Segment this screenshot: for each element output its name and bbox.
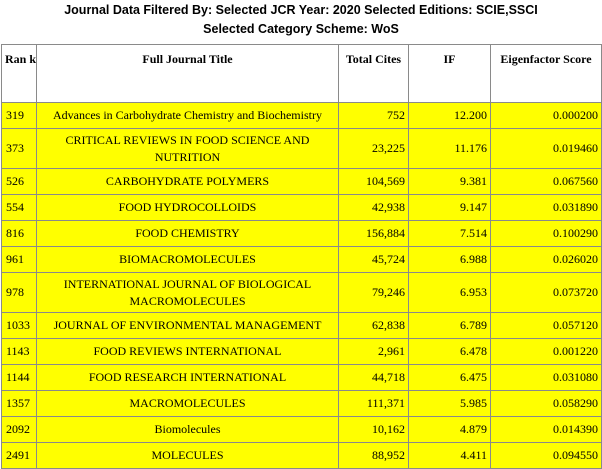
journal-title-cell: CARBOHYDRATE POLYMERS [36,168,339,195]
eigenfactor-cell: 0.094550 [490,442,602,469]
eigenfactor-cell: 0.058290 [490,390,602,417]
journal-title-cell: FOOD CHEMISTRY [36,220,339,247]
impact-factor-cell: 4.411 [408,442,491,469]
journal-title-cell: MACROMOLECULES [36,390,339,417]
rank-cell: 2092 [1,416,37,443]
journal-title-cell: Advances in Carbohydrate Chemistry and B… [36,102,339,129]
total-cites-cell: 111,371 [338,390,409,417]
table-row[interactable]: 319 Advances in Carbohydrate Chemistry a… [1,102,602,129]
eigenfactor-cell: 0.031890 [490,194,602,221]
journal-title-cell: FOOD RESEARCH INTERNATIONAL [36,364,339,391]
filter-description: Journal Data Filtered By: Selected JCR Y… [64,3,538,17]
column-header-eigenfactor[interactable]: Eigenfactor Score [490,44,602,103]
category-scheme: Selected Category Scheme: WoS [203,22,399,36]
impact-factor-cell: 6.953 [408,272,491,313]
impact-factor-cell: 6.475 [408,364,491,391]
journal-title-cell: FOOD REVIEWS INTERNATIONAL [36,338,339,365]
impact-factor-cell: 5.985 [408,390,491,417]
journal-title-cell: FOOD HYDROCOLLOIDS [36,194,339,221]
impact-factor-cell: 9.147 [408,194,491,221]
total-cites-cell: 2,961 [338,338,409,365]
eigenfactor-cell: 0.026020 [490,246,602,273]
total-cites-cell: 79,246 [338,272,409,313]
rank-cell: 373 [1,128,37,169]
total-cites-cell: 10,162 [338,416,409,443]
table-row[interactable]: 961 BIOMACROMOLECULES 45,724 6.988 0.026… [1,246,602,273]
table-row[interactable]: 1144 FOOD RESEARCH INTERNATIONAL 44,718 … [1,364,602,391]
table-row[interactable]: 373 CRITICAL REVIEWS IN FOOD SCIENCE AND… [1,128,602,169]
impact-factor-cell: 6.478 [408,338,491,365]
eigenfactor-cell: 0.100290 [490,220,602,247]
eigenfactor-cell: 0.019460 [490,128,602,169]
rank-cell: 1143 [1,338,37,365]
eigenfactor-cell: 0.014390 [490,416,602,443]
rank-cell: 1033 [1,312,37,339]
column-header-title[interactable]: Full Journal Title [36,44,339,103]
journal-title-cell: BIOMACROMOLECULES [36,246,339,273]
table-header-row: Ran k Full Journal Title Total Cites IF … [1,44,602,103]
eigenfactor-cell: 0.073720 [490,272,602,313]
journal-title-cell: JOURNAL OF ENVIRONMENTAL MANAGEMENT [36,312,339,339]
total-cites-cell: 45,724 [338,246,409,273]
table-row[interactable]: 1357 MACROMOLECULES 111,371 5.985 0.0582… [1,390,602,417]
table-row[interactable]: 2092 Biomolecules 10,162 4.879 0.014390 [1,416,602,443]
filter-header: Journal Data Filtered By: Selected JCR Y… [0,0,602,44]
rank-cell: 961 [1,246,37,273]
rank-cell: 1357 [1,390,37,417]
total-cites-cell: 752 [338,102,409,129]
total-cites-cell: 156,884 [338,220,409,247]
journal-title-cell: CRITICAL REVIEWS IN FOOD SCIENCE AND NUT… [36,128,339,169]
eigenfactor-cell: 0.000200 [490,102,602,129]
journal-title-cell: Biomolecules [36,416,339,443]
rank-cell: 526 [1,168,37,195]
journal-title-cell: MOLECULES [36,442,339,469]
table-row[interactable]: 978 INTERNATIONAL JOURNAL OF BIOLOGICAL … [1,272,602,313]
eigenfactor-cell: 0.001220 [490,338,602,365]
total-cites-cell: 42,938 [338,194,409,221]
rank-cell: 816 [1,220,37,247]
rank-cell: 2491 [1,442,37,469]
rank-cell: 978 [1,272,37,313]
eigenfactor-cell: 0.057120 [490,312,602,339]
impact-factor-cell: 9.381 [408,168,491,195]
rank-cell: 319 [1,102,37,129]
rank-cell: 554 [1,194,37,221]
total-cites-cell: 23,225 [338,128,409,169]
impact-factor-cell: 11.176 [408,128,491,169]
table-row[interactable]: 554 FOOD HYDROCOLLOIDS 42,938 9.147 0.03… [1,194,602,221]
impact-factor-cell: 12.200 [408,102,491,129]
table-row[interactable]: 1033 JOURNAL OF ENVIRONMENTAL MANAGEMENT… [1,312,602,339]
journal-table: Ran k Full Journal Title Total Cites IF … [1,44,602,469]
total-cites-cell: 104,569 [338,168,409,195]
impact-factor-cell: 6.988 [408,246,491,273]
eigenfactor-cell: 0.031080 [490,364,602,391]
table-row[interactable]: 816 FOOD CHEMISTRY 156,884 7.514 0.10029… [1,220,602,247]
rank-cell: 1144 [1,364,37,391]
total-cites-cell: 88,952 [338,442,409,469]
impact-factor-cell: 7.514 [408,220,491,247]
impact-factor-cell: 4.879 [408,416,491,443]
impact-factor-cell: 6.789 [408,312,491,339]
total-cites-cell: 44,718 [338,364,409,391]
journal-title-cell: INTERNATIONAL JOURNAL OF BIOLOGICAL MACR… [36,272,339,313]
column-header-if[interactable]: IF [408,44,491,103]
table-row[interactable]: 2491 MOLECULES 88,952 4.411 0.094550 [1,442,602,469]
column-header-total-cites[interactable]: Total Cites [338,44,409,103]
eigenfactor-cell: 0.067560 [490,168,602,195]
column-header-rank[interactable]: Ran k [1,44,37,103]
table-row[interactable]: 526 CARBOHYDRATE POLYMERS 104,569 9.381 … [1,168,602,195]
total-cites-cell: 62,838 [338,312,409,339]
table-row[interactable]: 1143 FOOD REVIEWS INTERNATIONAL 2,961 6.… [1,338,602,365]
